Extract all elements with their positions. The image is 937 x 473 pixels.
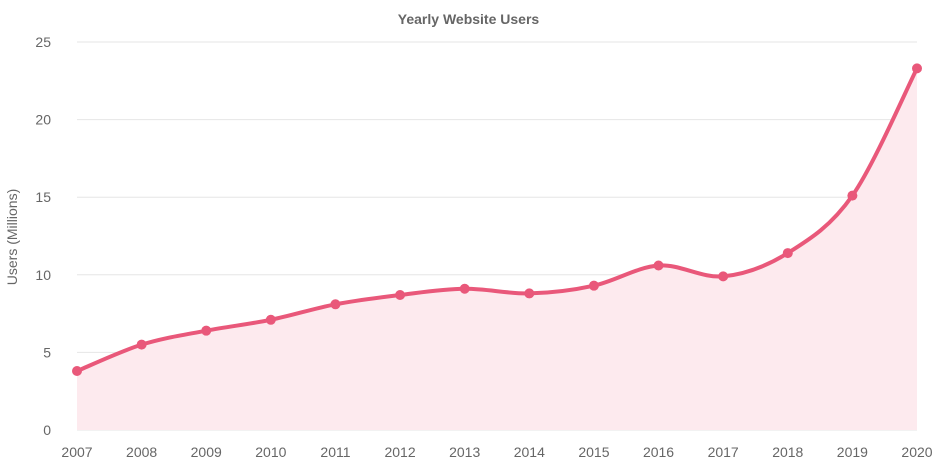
y-tick-label: 25 [35, 34, 51, 50]
data-point-2011[interactable] [330, 299, 341, 310]
x-tick-label: 2020 [901, 444, 932, 460]
x-axis-ticks: 2007 2008 2009 2010 2011 2012 2013 2014 2015 2016… [61, 444, 932, 460]
x-tick-label: 2018 [772, 444, 803, 460]
data-point-2008[interactable] [136, 339, 147, 350]
data-point-2019[interactable] [847, 190, 858, 201]
data-point-2012[interactable] [395, 289, 406, 300]
x-tick-label: 2013 [449, 444, 480, 460]
area-fill [77, 68, 917, 430]
y-tick-label: 5 [43, 344, 51, 360]
x-tick-label: 2016 [643, 444, 674, 460]
data-points [72, 63, 922, 377]
data-point-2015[interactable] [588, 280, 599, 291]
y-tick-label: 15 [35, 189, 51, 205]
x-tick-label: 2011 [320, 444, 350, 460]
x-tick-label: 2008 [126, 444, 157, 460]
x-tick-label: 2007 [61, 444, 92, 460]
y-axis-label: Users (Millions) [4, 189, 20, 285]
x-tick-label: 2009 [191, 444, 222, 460]
data-point-2018[interactable] [782, 248, 793, 259]
data-point-2020[interactable] [912, 63, 922, 74]
x-tick-label: 2017 [708, 444, 739, 460]
y-tick-label: 0 [43, 422, 51, 438]
x-tick-label: 2019 [837, 444, 868, 460]
data-point-2016[interactable] [653, 260, 664, 271]
data-point-2014[interactable] [524, 288, 535, 299]
y-tick-label: 10 [35, 267, 51, 283]
x-tick-label: 2014 [514, 444, 545, 460]
data-point-2017[interactable] [718, 271, 729, 282]
x-tick-label: 2015 [578, 444, 609, 460]
data-point-2010[interactable] [265, 314, 276, 325]
x-tick-label: 2012 [384, 444, 415, 460]
data-point-2007[interactable] [72, 366, 82, 377]
area-fill-layer [77, 68, 917, 430]
chart-title: Yearly Website Users [397, 11, 540, 27]
y-axis-ticks: 0 5 10 15 20 25 [35, 34, 51, 438]
data-point-2013[interactable] [459, 283, 470, 294]
x-tick-label: 2010 [255, 444, 286, 460]
data-point-2009[interactable] [201, 325, 212, 336]
y-tick-label: 20 [35, 112, 51, 128]
